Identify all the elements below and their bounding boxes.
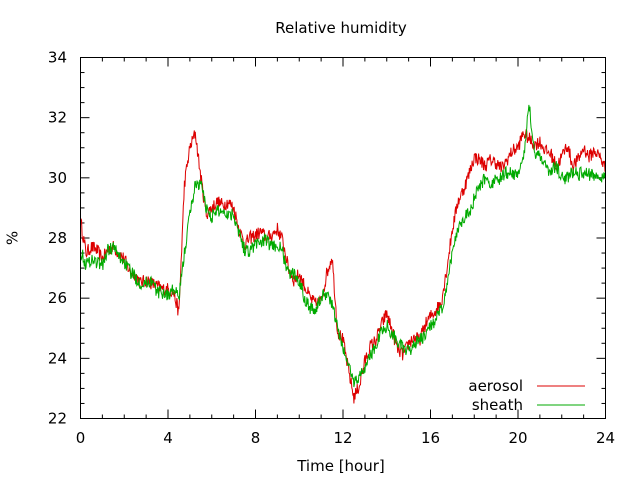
y-tick-label: 24 <box>48 349 67 367</box>
y-tick-label: 28 <box>48 229 67 247</box>
x-tick-label: 24 <box>596 429 615 447</box>
y-tick-label: 26 <box>48 289 67 307</box>
y-axis-label: % <box>4 231 22 245</box>
series-line-aerosol <box>80 129 606 404</box>
axis-ticks <box>80 57 606 419</box>
y-tick-label: 22 <box>48 410 67 428</box>
x-tick-label: 0 <box>76 429 86 447</box>
plot-frame <box>80 57 606 419</box>
series-lines <box>80 104 606 404</box>
x-tick-label: 12 <box>333 429 352 447</box>
series-line-sheath <box>80 104 606 388</box>
tick-labels: 0 4 8 12 16 20 24 22 24 26 28 30 32 34 <box>48 49 615 448</box>
y-tick-label: 30 <box>48 169 67 187</box>
legend-label-aerosol: aerosol <box>468 377 523 395</box>
y-tick-label: 34 <box>48 49 67 67</box>
x-axis-label: Time [hour] <box>296 457 385 475</box>
y-tick-label: 32 <box>48 109 67 127</box>
x-tick-label: 20 <box>508 429 527 447</box>
legend-label-sheath: sheath <box>472 396 523 414</box>
x-tick-label: 8 <box>251 429 261 447</box>
x-tick-label: 16 <box>421 429 440 447</box>
chart-title: Relative humidity <box>275 19 407 37</box>
x-tick-label: 4 <box>163 429 173 447</box>
